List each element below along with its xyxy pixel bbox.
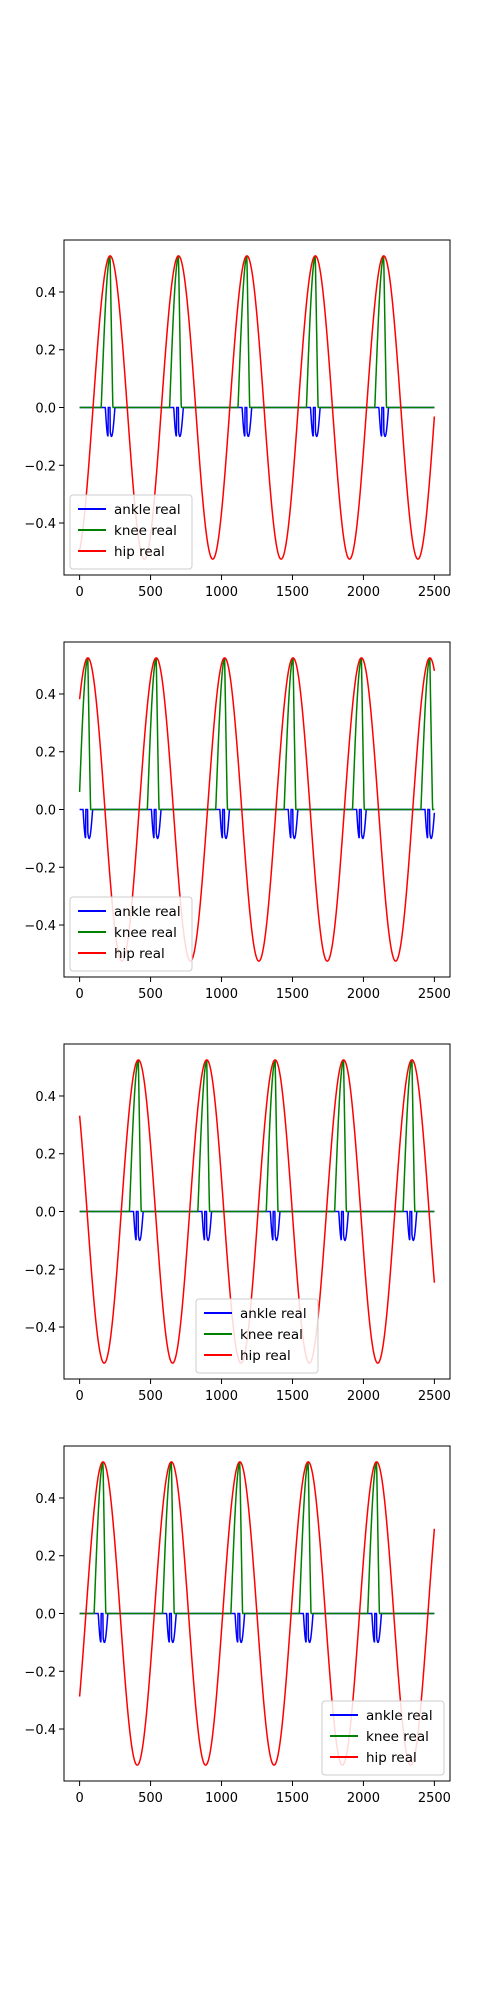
series-line-knee-real bbox=[78, 657, 435, 811]
chart-panel-2: 0 500 1000 1500 2000 2500 −0.4 −0.2 0.0 0.2 0.4 ank… bbox=[24, 641, 451, 1002]
legend-label: hip real bbox=[366, 1750, 417, 1766]
x-tick-label: 1000 bbox=[205, 585, 238, 600]
chart-panel-4: 0 500 1000 1500 2000 2500 −0.4 −0.2 0.0 0.2 0.4 ank… bbox=[24, 1445, 451, 1806]
legend: ankle real knee real hip real bbox=[321, 1700, 445, 1776]
legend-label: ankle real bbox=[366, 1708, 433, 1724]
series-line-knee-real bbox=[79, 1059, 435, 1213]
series-line-hip-real bbox=[78, 1461, 436, 1766]
y-tick-label: 0.4 bbox=[35, 286, 56, 301]
legend: ankle real knee real hip real bbox=[69, 494, 193, 570]
series-line-knee-real bbox=[79, 1461, 435, 1615]
legend-label: knee real bbox=[240, 1327, 303, 1343]
y-tick-label: −0.4 bbox=[24, 1321, 56, 1336]
y-tick-label: −0.2 bbox=[24, 861, 56, 876]
y-tick-label: 0.2 bbox=[35, 746, 56, 761]
y-tick-label: −0.2 bbox=[24, 1665, 56, 1680]
chart-panel-1: 0 500 1000 1500 2000 2500 −0.4 −0.2 0.0 0.2 0.4 ank… bbox=[24, 239, 451, 600]
legend-label: knee real bbox=[114, 523, 177, 539]
x-tick-label: 1500 bbox=[276, 1791, 309, 1806]
x-tick-label: 2000 bbox=[347, 987, 380, 1002]
x-tick-label: 1500 bbox=[276, 987, 309, 1002]
y-tick-label: 0.2 bbox=[35, 344, 56, 359]
x-tick-label: 1500 bbox=[276, 585, 309, 600]
chart-panel-3: 0 500 1000 1500 2000 2500 −0.4 −0.2 0.0 0.2 0.4 ank… bbox=[24, 1043, 451, 1404]
y-tick-label: 0.0 bbox=[35, 1206, 56, 1221]
legend-label: knee real bbox=[114, 925, 177, 941]
legend-label: ankle real bbox=[114, 904, 181, 920]
y-tick-label: 0.0 bbox=[35, 402, 56, 417]
x-tick-label: 1000 bbox=[205, 1389, 238, 1404]
x-tick-label: 500 bbox=[138, 1791, 163, 1806]
y-tick-label: −0.4 bbox=[24, 517, 56, 532]
x-tick-label: 2000 bbox=[347, 1791, 380, 1806]
y-tick-label: 0.0 bbox=[35, 1608, 56, 1623]
legend-label: knee real bbox=[366, 1729, 429, 1745]
legend-label: ankle real bbox=[240, 1306, 307, 1322]
series-line-knee-real bbox=[79, 255, 435, 409]
y-tick-label: 0.2 bbox=[35, 1148, 56, 1163]
y-tick-label: −0.4 bbox=[24, 919, 56, 934]
x-tick-label: 2500 bbox=[418, 585, 451, 600]
y-tick-label: 0.2 bbox=[35, 1550, 56, 1565]
legend-label: hip real bbox=[114, 946, 165, 962]
series-line-hip-real bbox=[78, 657, 436, 962]
series-line-ankle-real bbox=[79, 406, 435, 438]
legend-label: ankle real bbox=[114, 502, 181, 518]
x-tick-label: 0 bbox=[75, 585, 83, 600]
x-tick-label: 0 bbox=[75, 1791, 83, 1806]
x-tick-label: 1000 bbox=[205, 987, 238, 1002]
y-tick-label: 0.0 bbox=[35, 804, 56, 819]
x-tick-label: 2000 bbox=[347, 585, 380, 600]
x-tick-label: 500 bbox=[138, 987, 163, 1002]
x-tick-label: 500 bbox=[138, 1389, 163, 1404]
x-tick-label: 2500 bbox=[418, 1791, 451, 1806]
x-tick-label: 1500 bbox=[276, 1389, 309, 1404]
y-tick-label: 0.4 bbox=[35, 688, 56, 703]
x-tick-label: 2500 bbox=[418, 987, 451, 1002]
x-tick-label: 2500 bbox=[418, 1389, 451, 1404]
legend-label: hip real bbox=[240, 1348, 291, 1364]
series-line-ankle-real bbox=[79, 808, 436, 840]
legend-label: hip real bbox=[114, 544, 165, 560]
x-tick-label: 2000 bbox=[347, 1389, 380, 1404]
x-tick-label: 500 bbox=[138, 585, 163, 600]
y-tick-label: −0.2 bbox=[24, 1263, 56, 1278]
legend: ankle real knee real hip real bbox=[195, 1298, 319, 1374]
x-tick-label: 0 bbox=[75, 987, 83, 1002]
y-tick-label: 0.4 bbox=[35, 1090, 56, 1105]
x-tick-label: 0 bbox=[75, 1389, 83, 1404]
y-tick-label: −0.4 bbox=[24, 1723, 56, 1738]
x-tick-label: 1000 bbox=[205, 1791, 238, 1806]
y-tick-label: −0.2 bbox=[24, 459, 56, 474]
legend: ankle real knee real hip real bbox=[69, 896, 193, 972]
y-tick-label: 0.4 bbox=[35, 1492, 56, 1507]
series-line-hip-real bbox=[78, 1059, 436, 1364]
